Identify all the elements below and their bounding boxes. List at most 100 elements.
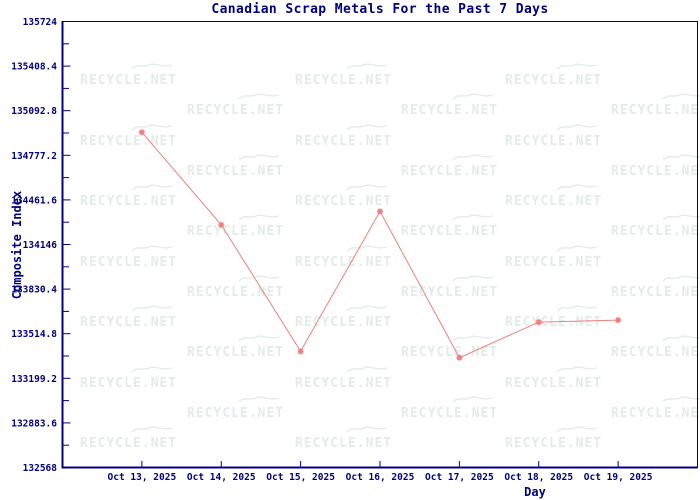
- watermark: RECYCLE.NET: [187, 93, 285, 118]
- data-point-center: [298, 349, 303, 354]
- watermark: RECYCLE.NET: [295, 245, 393, 270]
- watermark: RECYCLE.NET: [80, 124, 178, 149]
- watermark-text: RECYCLE.NET: [401, 224, 499, 239]
- watermark-text: RECYCLE.NET: [611, 285, 700, 300]
- swoosh-icon: [238, 214, 280, 221]
- watermark-text: RECYCLE.NET: [80, 73, 178, 88]
- swoosh-icon: [131, 184, 173, 191]
- watermark-text: RECYCLE.NET: [505, 436, 603, 451]
- watermark-text: RECYCLE.NET: [80, 255, 178, 270]
- watermark: RECYCLE.NET: [80, 366, 178, 391]
- watermark-text: RECYCLE.NET: [80, 315, 178, 330]
- watermark: RECYCLE.NET: [401, 154, 499, 179]
- y-tick-label: 133514.8: [11, 329, 57, 340]
- watermark: RECYCLE.NET: [611, 396, 700, 421]
- data-point-center: [378, 209, 382, 214]
- watermark-text: RECYCLE.NET: [401, 406, 499, 421]
- swoosh-icon: [556, 124, 598, 131]
- swoosh-icon: [452, 154, 494, 161]
- watermark: RECYCLE.NET: [80, 63, 178, 88]
- swoosh-icon: [131, 366, 173, 373]
- swoosh-icon: [556, 184, 598, 191]
- watermark-text: RECYCLE.NET: [187, 164, 285, 179]
- x-tick-label: Oct 18, 2025: [504, 472, 573, 483]
- watermark-text: RECYCLE.NET: [295, 255, 393, 270]
- data-point: [138, 129, 145, 136]
- watermark-text: RECYCLE.NET: [611, 406, 700, 421]
- swoosh-icon: [346, 63, 388, 70]
- x-tick-label: Oct 16, 2025: [346, 472, 415, 483]
- watermark: RECYCLE.NET: [401, 93, 498, 118]
- watermark: RECYCLE.NET: [611, 93, 700, 118]
- watermark-text: RECYCLE.NET: [80, 436, 178, 451]
- watermark-text: RECYCLE.NET: [505, 73, 603, 88]
- watermark-text: RECYCLE.NET: [611, 103, 700, 118]
- swoosh-icon: [556, 366, 598, 373]
- swoosh-icon: [556, 245, 598, 252]
- watermark-text: RECYCLE.NET: [295, 376, 393, 391]
- swoosh-icon: [238, 154, 280, 161]
- swoosh-icon: [238, 275, 280, 282]
- watermark: RECYCLE.NET: [505, 426, 603, 451]
- watermark-text: RECYCLE.NET: [295, 194, 393, 209]
- swoosh-icon: [346, 184, 388, 191]
- watermark-text: RECYCLE.NET: [295, 134, 393, 149]
- swoosh-icon: [452, 214, 494, 221]
- watermark: RECYCLE.NET: [505, 245, 603, 270]
- watermark: RECYCLE.NET: [187, 335, 285, 360]
- watermark-text: RECYCLE.NET: [187, 285, 285, 300]
- watermark: RECYCLE.NET: [187, 275, 285, 300]
- watermark: RECYCLE.NET: [401, 335, 498, 360]
- data-point: [535, 319, 542, 326]
- y-tick-label: 132883.6: [11, 418, 57, 429]
- y-tick-label: 132568: [23, 463, 58, 474]
- y-tick-label: 134461.6: [11, 195, 57, 206]
- watermark: RECYCLE.NET: [80, 245, 178, 270]
- swoosh-icon: [452, 275, 494, 282]
- watermark: RECYCLE.NET: [80, 426, 178, 451]
- y-tick-label: 133199.2: [11, 374, 57, 385]
- watermark-text: RECYCLE.NET: [505, 194, 603, 209]
- watermark-text: RECYCLE.NET: [295, 436, 393, 451]
- swoosh-icon: [662, 275, 700, 282]
- watermark: RECYCLE.NET: [611, 275, 700, 300]
- swoosh-icon: [662, 335, 700, 342]
- swoosh-icon: [131, 305, 173, 312]
- watermark-text: RECYCLE.NET: [611, 224, 700, 239]
- data-point: [297, 348, 304, 355]
- watermark: RECYCLE.NET: [187, 154, 285, 179]
- swoosh-icon: [346, 305, 388, 312]
- watermark-text: RECYCLE.NET: [401, 164, 499, 179]
- y-tick-label: 135092.8: [11, 106, 57, 117]
- watermark-text: RECYCLE.NET: [187, 406, 285, 421]
- swoosh-icon: [346, 426, 388, 433]
- plot-border: [62, 21, 698, 468]
- watermark-text: RECYCLE.NET: [80, 376, 178, 391]
- swoosh-icon: [346, 245, 388, 252]
- y-tick-label: 133830.4: [11, 285, 57, 296]
- watermark: RECYCLE.NET: [505, 124, 602, 149]
- watermark-text: RECYCLE.NET: [80, 134, 178, 149]
- watermark: RECYCLE.NET: [505, 184, 603, 209]
- watermark: RECYCLE.NET: [80, 305, 178, 330]
- swoosh-icon: [131, 245, 173, 252]
- swoosh-icon: [131, 63, 173, 70]
- x-tick-label: Oct 15, 2025: [266, 472, 335, 483]
- x-tick-label: Oct 14, 2025: [187, 472, 256, 483]
- y-tick-label: 135724: [23, 17, 58, 28]
- swoosh-icon: [556, 63, 598, 70]
- swoosh-icon: [238, 335, 280, 342]
- swoosh-icon: [662, 154, 700, 161]
- data-point-center: [219, 223, 223, 227]
- y-axis-title: Composite Index: [10, 190, 24, 300]
- swoosh-icon: [452, 335, 494, 342]
- data-point: [377, 208, 383, 215]
- watermark-text: RECYCLE.NET: [187, 103, 285, 118]
- swoosh-icon: [238, 93, 280, 100]
- watermark-text: RECYCLE.NET: [505, 255, 603, 270]
- swoosh-icon: [662, 396, 700, 403]
- watermark-text: RECYCLE.NET: [187, 345, 285, 360]
